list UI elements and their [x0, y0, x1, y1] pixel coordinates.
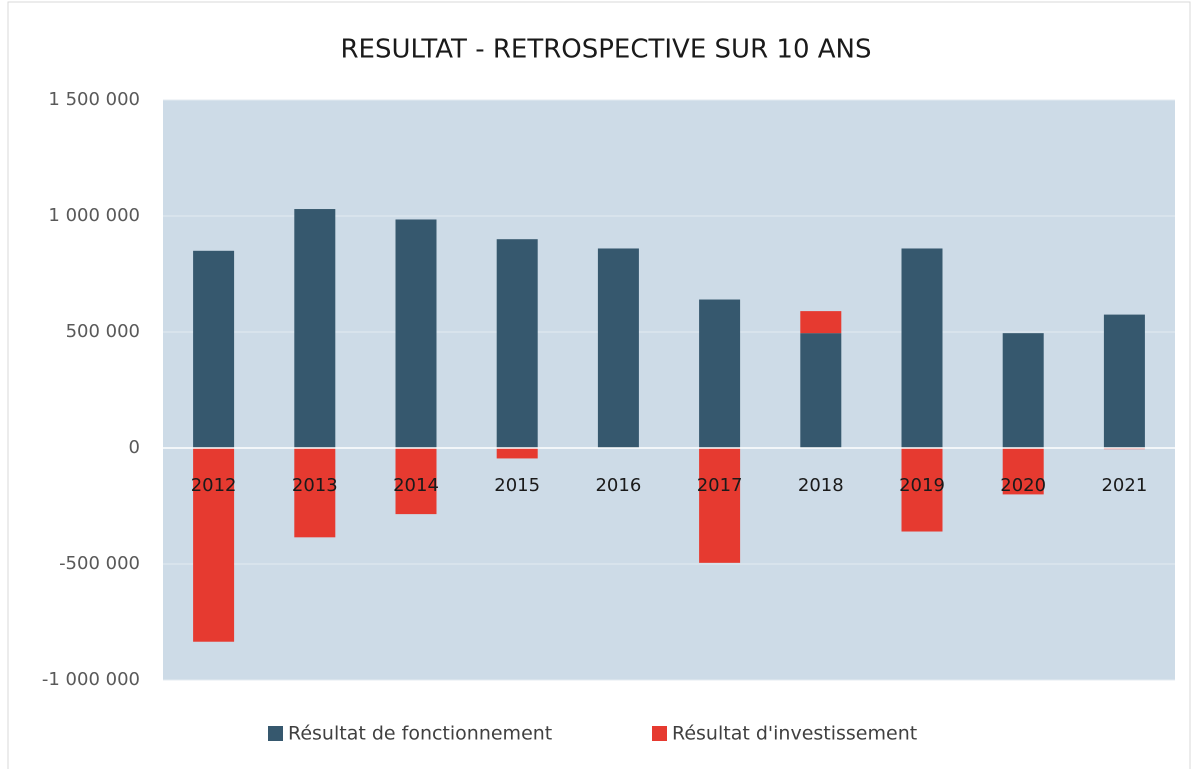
legend-label: Résultat d'investissement: [672, 723, 917, 745]
x-tick-label: 2013: [292, 475, 338, 496]
bar: [800, 333, 842, 448]
bar: [193, 448, 235, 642]
x-tick-label: 2017: [697, 475, 743, 496]
bar: [1103, 314, 1145, 448]
bar: [496, 448, 538, 459]
y-tick-label: 1 500 000: [48, 89, 140, 110]
bar: [699, 299, 741, 448]
bar: [597, 248, 639, 448]
x-tick-label: 2020: [1000, 475, 1046, 496]
x-tick-label: 2019: [899, 475, 945, 496]
bar: [699, 448, 741, 563]
legend-swatch: [268, 726, 283, 741]
x-tick-label: 2016: [595, 475, 641, 496]
legend-label: Résultat de fonctionnement: [288, 723, 552, 745]
bar: [294, 209, 336, 448]
bar: [395, 219, 437, 448]
x-tick-label: 2014: [393, 475, 439, 496]
bar: [294, 448, 336, 538]
bar: [395, 448, 437, 515]
legend-swatch: [652, 726, 667, 741]
bar: [1002, 448, 1044, 495]
y-tick-label: 1 000 000: [48, 205, 140, 226]
bar: [901, 248, 943, 448]
bar: [901, 448, 943, 532]
x-tick-label: 2015: [494, 475, 540, 496]
x-tick-label: 2021: [1101, 475, 1147, 496]
chart-title: RESULTAT - RETROSPECTIVE SUR 10 ANS: [340, 35, 871, 65]
bar: [193, 250, 235, 448]
bar: [1002, 333, 1044, 448]
y-tick-label: 0: [129, 437, 140, 458]
x-tick-label: 2018: [798, 475, 844, 496]
bar: [800, 311, 842, 334]
y-tick-label: -1 000 000: [42, 669, 140, 690]
y-tick-label: -500 000: [59, 553, 140, 574]
y-tick-label: 500 000: [66, 321, 140, 342]
x-tick-label: 2012: [191, 475, 237, 496]
bar: [496, 239, 538, 448]
